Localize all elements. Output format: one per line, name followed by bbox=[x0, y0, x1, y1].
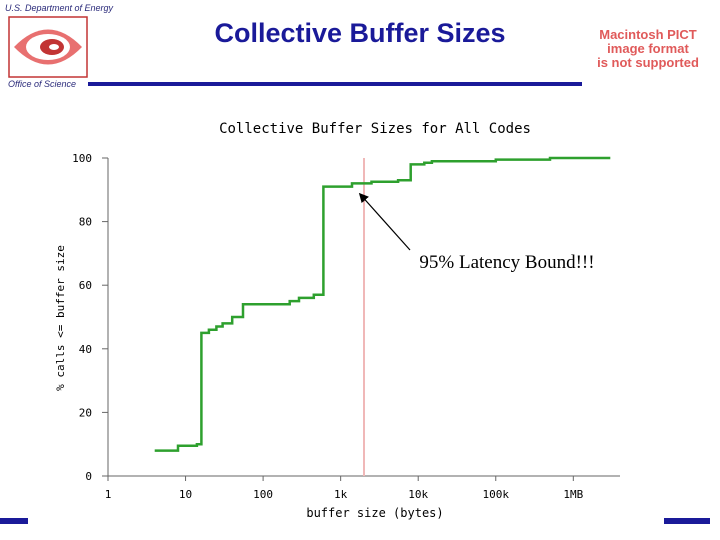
footer-bar-right bbox=[664, 518, 710, 524]
x-tick-label: 100k bbox=[483, 488, 510, 501]
x-tick-label: 100 bbox=[253, 488, 273, 501]
annotation-label: 95% Latency Bound!!! bbox=[419, 252, 594, 273]
x-tick-label: 10k bbox=[408, 488, 428, 501]
chart-title: Collective Buffer Sizes for All Codes bbox=[219, 121, 531, 137]
y-tick-label: 80 bbox=[79, 216, 92, 229]
x-tick-label: 1 bbox=[105, 488, 112, 501]
pict-notice: Macintosh PICT image format is not suppo… bbox=[597, 27, 699, 70]
y-tick-label: 20 bbox=[79, 406, 92, 419]
series-line bbox=[154, 156, 611, 452]
org-name: U.S. Department of Energy bbox=[5, 3, 114, 13]
x-tick-label: 1k bbox=[334, 488, 348, 501]
x-axis-label: buffer size (bytes) bbox=[306, 506, 443, 520]
y-tick-label: 0 bbox=[85, 470, 92, 483]
x-tick-label: 1MB bbox=[563, 488, 583, 501]
y-tick-label: 60 bbox=[79, 279, 92, 292]
y-axis-label: % calls <= buffer size bbox=[54, 245, 67, 391]
org-office: Office of Science bbox=[8, 79, 77, 89]
x-tick-label: 10 bbox=[179, 488, 192, 501]
y-tick-label: 40 bbox=[79, 343, 92, 356]
arrow-icon bbox=[358, 192, 411, 251]
footer-bar-left bbox=[0, 518, 28, 524]
y-tick-label: 100 bbox=[72, 152, 92, 165]
doe-logo-icon bbox=[8, 16, 88, 78]
slide-title: Collective Buffer Sizes bbox=[214, 18, 506, 48]
header-divider bbox=[88, 82, 582, 86]
